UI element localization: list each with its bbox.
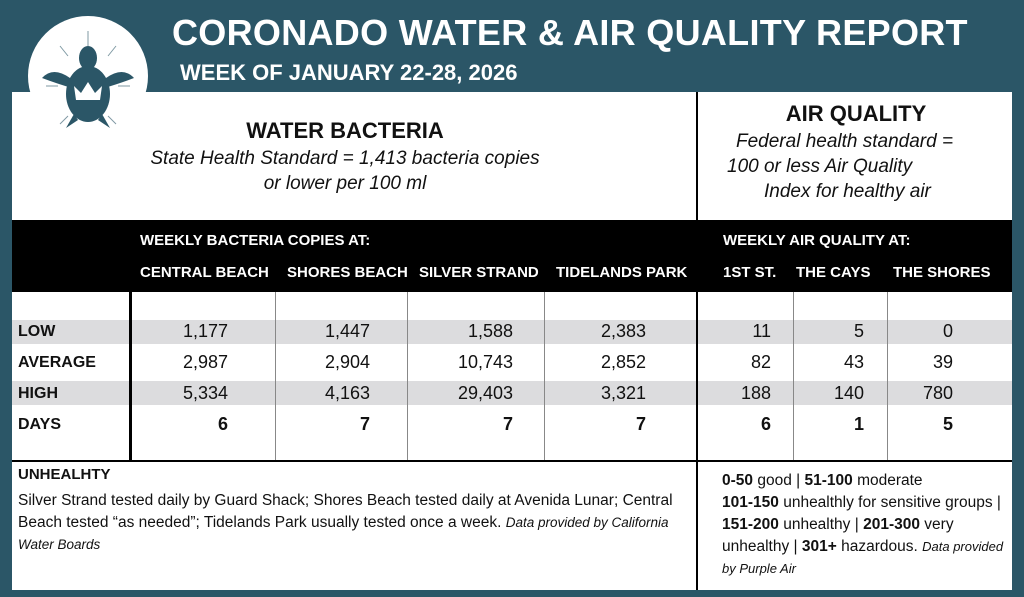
divider [793,292,794,460]
aqi-desc: very unhealthy | [722,516,954,555]
col-the-cays: THE CAYS [796,264,871,281]
aqi-range: 51-100 [804,472,853,489]
divider [275,292,276,460]
row-label-days: DAYS [18,416,61,433]
divider [887,292,888,460]
footer-credit: Data provided by California Water Boards [18,515,669,552]
air-cell: 11 [752,321,771,341]
divider [12,460,1012,462]
turtle-logo [28,16,148,136]
aqi-desc: hazardous. [841,538,918,555]
water-standard-1: State Health Standard = 1,413 bacteria c… [150,148,540,169]
water-cell: 1,447 [324,321,370,341]
divider [407,292,408,460]
air-band-label: WEEKLY AIR QUALITY AT: [723,232,911,249]
water-band-label: WEEKLY BACTERIA COPIES AT: [140,232,371,249]
air-cell: 6 [760,414,771,434]
air-cell: 5 [853,321,864,341]
water-cell: 7 [635,414,646,434]
aqi-legend: 0-50 good | 51-100 moderate 101-150 unhe… [722,470,1007,580]
water-cell: 7 [502,414,513,434]
row-label-low: LOW [18,323,56,340]
col-1st-st: 1ST ST. [723,264,777,281]
row-label-high: HIGH [18,385,58,402]
report-week: WEEK OF JANUARY 22-28, 2026 [180,60,518,85]
air-cell: 43 [843,352,864,372]
air-credit: Data provided by Purple Air [722,539,1004,576]
aqi-range: 201-300 [863,516,920,533]
col-central-beach: CENTRAL BEACH [140,264,269,281]
air-cell: 39 [932,352,953,372]
air-standard-3: Index for healthy air [764,181,931,202]
air-standard-1: Federal health standard = [736,131,954,152]
col-shores-beach: SHORES BEACH [287,264,408,281]
row-label-average: AVERAGE [18,354,96,371]
water-cell: 2,987 [182,352,228,372]
aqi-desc: good | [757,472,801,489]
divider [696,92,698,590]
col-the-shores: THE SHORES [893,264,991,281]
air-heading: AIR QUALITY [785,101,927,126]
col-tidelands-park: TIDELANDS PARK [556,264,688,281]
aqi-desc: unhealthly for sensitive groups | [783,494,1001,511]
water-standard-2: or lower per 100 ml [263,173,427,194]
aqi-range: 301+ [801,538,837,555]
footer-text: Silver Strand tested daily by Guard Shac… [18,492,673,531]
turtle-crown-icon [42,31,134,128]
table-header-band [12,220,1012,292]
aqi-range: 101-150 [722,494,779,511]
water-cell: 2,904 [324,352,370,372]
water-cell: 7 [359,414,370,434]
aqi-range: 151-200 [722,516,779,533]
air-cell: 0 [942,321,953,341]
water-cell: 29,403 [457,383,513,403]
row-stripe [12,381,1012,405]
row-stripe [12,320,1012,344]
air-cell: 1 [853,414,864,434]
aqi-range: 0-50 [722,472,754,489]
col-silver-strand: SILVER STRAND [419,264,539,281]
water-heading: WATER BACTERIA [246,118,444,143]
water-cell: 1,588 [467,321,513,341]
air-cell: 140 [833,383,864,403]
divider [544,292,545,460]
report-title: CORONADO WATER & AIR QUALITY REPORT [172,12,968,53]
water-cell: 3,321 [600,383,646,403]
air-cell: 188 [740,383,771,403]
divider [129,220,132,461]
aqi-desc: moderate [857,472,923,489]
water-cell: 2,383 [600,321,646,341]
water-cell: 10,743 [457,352,513,372]
air-cell: 780 [922,383,953,403]
water-cell: 6 [217,414,228,434]
water-cell: 5,334 [182,383,228,403]
footer-note: Silver Strand tested daily by Guard Shac… [18,490,683,556]
water-cell: 4,163 [324,383,370,403]
footer-heading: UNHEALHTY [18,466,111,483]
air-cell: 82 [750,352,771,372]
air-cell: 5 [942,414,953,434]
water-cell: 1,177 [182,321,228,341]
water-cell: 2,852 [600,352,646,372]
air-standard-2: 100 or less Air Quality [727,156,913,177]
aqi-desc: unhealthy | [783,516,859,533]
